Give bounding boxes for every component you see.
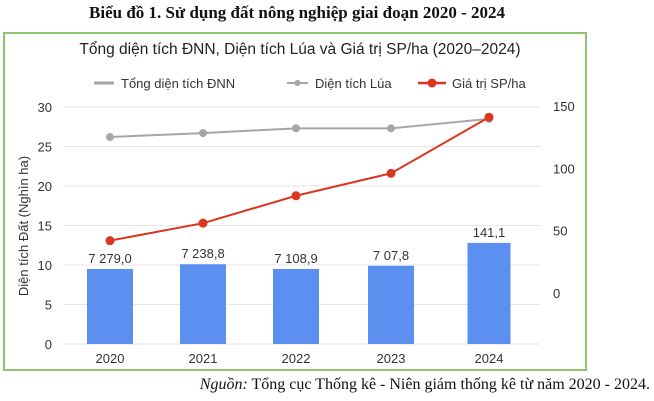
bar-data-label: 7 108,9 [274,251,317,266]
value-per-ha-point [291,191,301,201]
figure-heading: Biểu đồ 1. Sử dụng đất nông nghiệp giai … [89,3,505,22]
chart-frame [3,32,587,371]
source-note: Nguồn: Tổng cục Thống kê - Niên giám thố… [200,376,650,394]
value-per-ha-point [198,218,208,228]
bar [87,268,133,344]
y2-tick-label: 100 [553,161,575,176]
y-tick-label: 0 [45,337,52,352]
y-axis-label: Diện tích Đất (Nghìn ha) [16,156,31,296]
rice-area-point [199,129,207,138]
bar-data-label: 7 279,0 [88,251,131,266]
bar [467,242,511,344]
legend-entry: Giá trị SP/ha [452,76,526,91]
x-tick-label: 2023 [377,351,406,366]
y-tick-label: 20 [38,179,52,194]
bar-data-label: 7 07,8 [373,248,409,263]
source-text: Tổng cục Thống kê - Niên giám thống kê t… [247,376,650,393]
value-per-ha-point [105,236,115,246]
x-tick-label: 2024 [475,351,504,366]
y2-tick-label: 50 [553,224,567,239]
y-tick-label: 30 [38,100,52,115]
legend: Tổng diện tích ĐNN Diện tích Lúa Giá trị S… [94,76,526,91]
value-per-ha-point [386,168,396,178]
source-label: Nguồn: [199,376,248,393]
bar-data-label: 141,1 [473,225,506,240]
bar [368,265,414,344]
y-tick-label: 5 [45,298,52,313]
y-tick-label: 15 [38,219,52,234]
x-tick-label: 2020 [96,351,125,366]
bar-data-label: 7 238,8 [181,246,224,261]
y2-tick-label: 150 [553,99,575,114]
legend-entry: Diện tích Lúa [315,76,392,91]
bar [273,268,319,344]
value-per-ha-point [484,112,494,122]
rice-area-point [106,133,114,142]
bar [180,264,226,344]
rice-area-point [292,124,300,133]
value-per-ha-line [109,116,490,242]
y-tick-label: 25 [38,140,52,155]
rice-area-point [387,124,395,133]
legend-entry: Tổng diện tích ĐNN [121,76,235,91]
legend-marker-icon [294,80,301,86]
legend-marker-icon [427,78,437,88]
x-tick-label: 2022 [282,351,311,366]
chart-title: Tổng diện tích ĐNN, Diện tích Lúa và Giá… [79,41,520,58]
x-tick-label: 2021 [189,351,218,366]
y2-tick-label: 0 [553,286,560,301]
y-tick-label: 10 [38,258,52,273]
